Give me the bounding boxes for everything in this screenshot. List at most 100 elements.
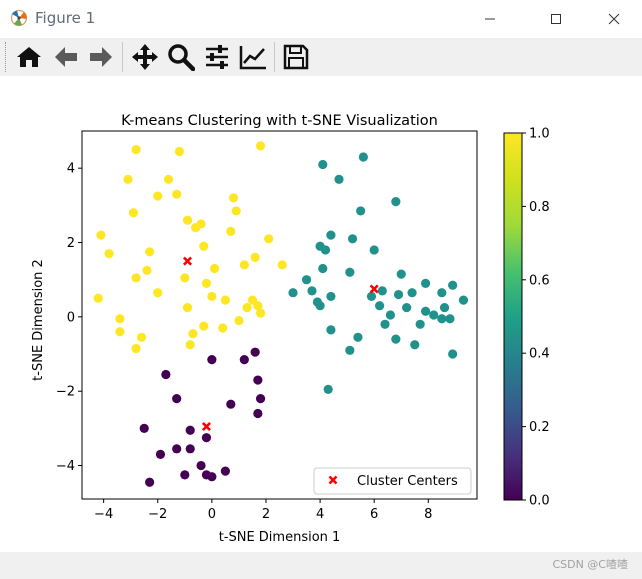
data-point-cluster-2 <box>93 293 103 303</box>
data-point-cluster-1 <box>307 286 317 296</box>
cluster-center-marker <box>369 284 379 294</box>
data-point-cluster-1 <box>369 245 379 255</box>
forward-button[interactable] <box>86 42 116 72</box>
data-point-cluster-0 <box>139 423 149 433</box>
data-point-cluster-1 <box>334 174 344 184</box>
y-tick-label: −2 <box>56 385 75 400</box>
data-point-cluster-2 <box>131 273 141 283</box>
move-icon <box>132 44 158 70</box>
x-tick-label: 2 <box>262 507 270 522</box>
data-point-cluster-0 <box>155 449 166 459</box>
data-point-cluster-1 <box>288 288 298 298</box>
data-point-cluster-2 <box>201 278 212 289</box>
toolbar-separator <box>274 42 275 72</box>
y-tick-label: 4 <box>67 162 75 177</box>
legend-marker-cluster-centers <box>328 475 338 485</box>
sliders-icon <box>206 45 228 69</box>
data-point-cluster-2 <box>142 265 152 275</box>
colorbar-tick-label: 0.8 <box>529 200 550 215</box>
data-point-cluster-2 <box>180 273 190 283</box>
edit-axis-button[interactable] <box>238 42 268 72</box>
data-point-cluster-1 <box>407 288 417 298</box>
data-point-cluster-0 <box>207 472 217 482</box>
close-button[interactable] <box>591 0 637 38</box>
figure-canvas[interactable]: K-means Clustering with t-SNE Visualizat… <box>0 76 642 552</box>
y-tick-label: −4 <box>56 459 75 474</box>
points-layer <box>93 141 469 487</box>
zoom-button[interactable] <box>166 42 196 72</box>
plot-area <box>81 130 478 500</box>
data-point-cluster-2 <box>250 252 260 262</box>
data-point-cluster-2 <box>264 234 274 244</box>
x-axis-label: t-SNE Dimension 1 <box>219 530 341 545</box>
data-point-cluster-2 <box>182 302 193 313</box>
data-point-cluster-1 <box>393 289 404 300</box>
data-point-cluster-2 <box>196 219 206 229</box>
data-point-cluster-0 <box>172 394 182 404</box>
data-point-cluster-1 <box>391 197 401 207</box>
window-title-bar: Figure 1 <box>0 0 642 38</box>
minimize-button[interactable] <box>467 0 513 38</box>
home-button[interactable] <box>14 42 44 72</box>
data-point-cluster-0 <box>255 394 266 404</box>
x-tick-label: 0 <box>208 507 216 522</box>
data-point-cluster-0 <box>253 375 263 385</box>
data-point-cluster-2 <box>172 189 182 199</box>
watermark-text: CSDN @C喳喳 <box>552 558 628 571</box>
data-point-cluster-2 <box>207 291 217 302</box>
navigation-toolbar <box>0 38 642 76</box>
data-point-cluster-2 <box>231 206 241 216</box>
configure-subplots-button[interactable] <box>202 42 232 72</box>
data-point-cluster-2 <box>255 308 266 318</box>
data-point-cluster-0 <box>196 460 206 471</box>
cluster-center-marker <box>182 256 193 266</box>
data-point-cluster-1 <box>458 295 469 305</box>
data-point-cluster-1 <box>320 245 331 255</box>
data-point-cluster-1 <box>380 319 390 329</box>
matplotlib-app-icon <box>10 9 28 27</box>
data-point-cluster-1 <box>347 234 358 244</box>
data-point-cluster-2 <box>199 321 209 331</box>
data-point-cluster-0 <box>180 470 190 480</box>
data-point-cluster-2 <box>96 230 106 240</box>
data-point-cluster-1 <box>358 152 368 162</box>
data-point-cluster-1 <box>445 314 455 324</box>
data-point-cluster-2 <box>128 208 139 218</box>
data-point-cluster-2 <box>136 332 147 342</box>
data-point-cluster-2 <box>218 323 228 333</box>
data-point-cluster-2 <box>255 141 266 151</box>
data-point-cluster-0 <box>161 369 171 380</box>
data-point-cluster-2 <box>185 340 195 350</box>
data-point-cluster-0 <box>253 408 263 419</box>
toolbar-grip <box>5 42 8 72</box>
data-point-cluster-2 <box>104 249 114 259</box>
y-ticks: −4 −2 0 2 4 <box>56 162 82 474</box>
window-title: Figure 1 <box>35 9 96 27</box>
y-axis-label: t-SNE Dimension 2 <box>31 259 46 381</box>
colorbar-tick-label: 1.0 <box>529 127 550 142</box>
data-point-cluster-1 <box>323 384 333 394</box>
x-tick-label: 4 <box>316 507 324 522</box>
data-point-cluster-2 <box>234 315 244 326</box>
colorbar-ticks: 0.0 0.2 0.4 0.6 0.8 1.0 <box>522 127 550 509</box>
cluster-center-marker <box>201 421 211 432</box>
data-point-cluster-1 <box>439 302 450 313</box>
data-point-cluster-2 <box>242 302 252 313</box>
pan-button[interactable] <box>130 42 160 72</box>
back-button[interactable] <box>51 42 81 72</box>
data-point-cluster-1 <box>420 306 431 316</box>
data-point-cluster-1 <box>375 301 385 311</box>
data-point-cluster-1 <box>315 301 325 311</box>
maximize-button[interactable] <box>533 0 579 38</box>
arrow-left-icon <box>55 47 77 67</box>
x-tick-label: 8 <box>424 507 432 522</box>
data-point-cluster-2 <box>253 301 263 311</box>
data-point-cluster-2 <box>226 226 236 236</box>
save-button[interactable] <box>281 42 311 72</box>
data-point-cluster-2 <box>182 215 193 225</box>
colorbar-tick-label: 0.4 <box>529 347 550 362</box>
data-point-cluster-0 <box>239 355 249 365</box>
data-point-cluster-1 <box>410 340 420 350</box>
data-point-cluster-1 <box>420 278 431 289</box>
data-point-cluster-1 <box>448 280 458 290</box>
